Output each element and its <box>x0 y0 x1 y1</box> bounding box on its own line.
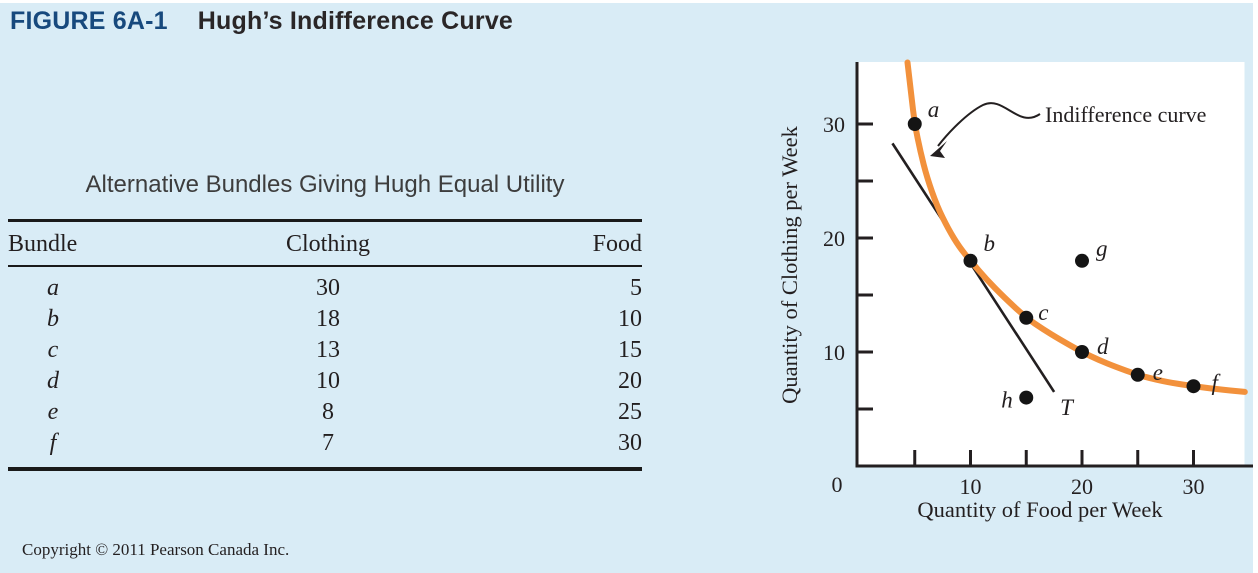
point-label-h: h <box>1001 388 1013 413</box>
cell-bundle: b <box>47 306 59 332</box>
point-dot-a <box>907 117 922 131</box>
point-dot-e <box>1130 367 1145 382</box>
bundle-table-header: Bundle Clothing Food <box>8 219 642 267</box>
column-header-food: Food <box>558 219 642 267</box>
table-row: d 10 20 <box>8 366 642 397</box>
point-label-e: e <box>1153 360 1163 385</box>
cell-bundle: e <box>47 399 59 425</box>
table-row: a 30 5 <box>8 266 642 304</box>
cell-clothing: 7 <box>322 430 334 456</box>
x-tick-label-20: 20 <box>1071 474 1093 499</box>
bundle-table: Bundle Clothing Food a 30 5 b 18 10 c 13… <box>8 219 642 471</box>
annotation-arrowhead <box>930 141 947 158</box>
table-row: b 18 10 <box>8 304 642 335</box>
cell-food: 25 <box>618 399 642 425</box>
table-row: e 8 25 <box>8 397 642 428</box>
figure-header: FIGURE 6A-1 Hugh’s Indifference Curve <box>10 7 513 36</box>
copyright-notice: Copyright © 2011 Pearson Canada Inc. <box>22 540 290 559</box>
point-label-g: g <box>1096 236 1108 261</box>
bundle-table-title: Alternative Bundles Giving Hugh Equal Ut… <box>85 171 565 198</box>
y-tick-label-30: 30 <box>823 112 845 137</box>
point-label-a: a <box>928 97 940 122</box>
table-row: f 7 30 <box>8 428 642 469</box>
cell-bundle: d <box>47 368 59 394</box>
x-tick-label-10: 10 <box>960 474 982 499</box>
cell-food: 5 <box>630 275 642 301</box>
point-label-d: d <box>1097 334 1109 359</box>
point-dot-d <box>1075 345 1089 359</box>
point-label-c: c <box>1038 300 1048 325</box>
point-dot-b <box>963 253 978 268</box>
table-row: c 13 15 <box>8 335 642 366</box>
y-tick-label-10: 10 <box>823 340 845 365</box>
column-header-clothing: Clothing <box>98 219 558 267</box>
annotation-arrow <box>937 102 1041 147</box>
cell-bundle: a <box>47 275 59 301</box>
point-dot-h <box>1019 390 1034 405</box>
indifference-curve-chart: 10 20 30 10 20 30 0 Quantity of Food per Week Qu… <box>777 59 1253 522</box>
cell-food: 10 <box>618 306 642 332</box>
cell-clothing: 10 <box>316 368 340 394</box>
cell-bundle: f <box>49 430 57 456</box>
point-dot-g <box>1075 253 1089 268</box>
origin-label: 0 <box>832 472 843 497</box>
cell-food: 15 <box>618 337 642 363</box>
cell-food: 20 <box>618 368 642 394</box>
point-dot-f <box>1186 379 1201 394</box>
cell-clothing: 13 <box>316 337 340 363</box>
figure-title: Hugh’s Indifference Curve <box>197 7 514 35</box>
point-label-b: b <box>984 231 996 256</box>
cell-clothing: 8 <box>322 399 334 425</box>
cell-clothing: 18 <box>316 306 340 332</box>
point-label-f: f <box>1212 370 1222 395</box>
point-dot-c <box>1019 310 1034 325</box>
annotation-label: Indifference curve <box>1045 102 1206 127</box>
cell-bundle: c <box>47 337 59 363</box>
y-tick-label-20: 20 <box>823 226 845 251</box>
y-axis-label: Quantity of Clothing per Week <box>777 125 802 403</box>
x-tick-label-30: 30 <box>1183 474 1205 499</box>
plot-area <box>858 62 1245 467</box>
figure-number: FIGURE 6A-1 <box>10 7 168 35</box>
tangent-label-T: T <box>1060 395 1075 420</box>
cell-clothing: 30 <box>316 275 340 301</box>
x-axis-label: Quantity of Food per Week <box>917 497 1163 522</box>
cell-food: 30 <box>618 430 642 456</box>
column-header-bundle: Bundle <box>8 219 98 267</box>
